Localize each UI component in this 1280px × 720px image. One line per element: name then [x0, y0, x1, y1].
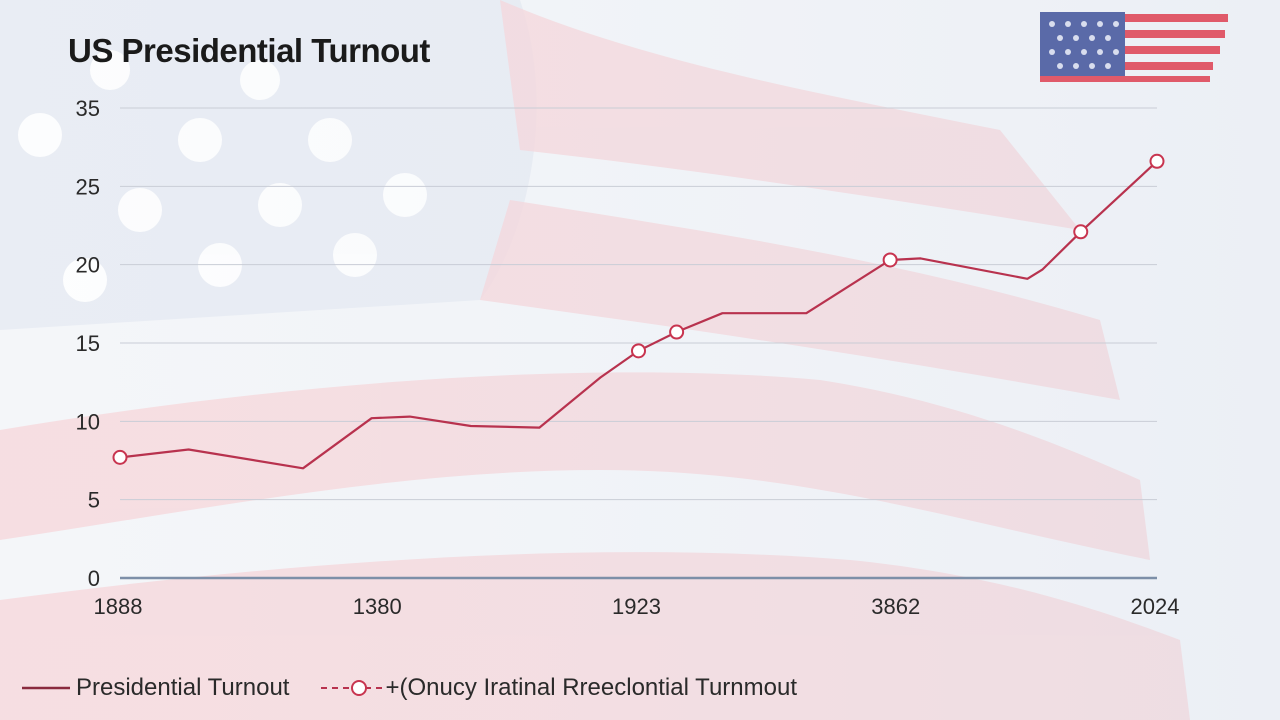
data-point-marker — [1149, 153, 1165, 169]
legend: Presidential Turnout +(Onucy Iratinal Rr… — [20, 674, 827, 702]
data-point-marker — [1073, 224, 1089, 240]
data-point-marker — [882, 252, 898, 268]
data-point-marker — [631, 343, 646, 359]
y-tick-label: 25 — [76, 174, 100, 199]
series-line-presidential-turnout — [119, 160, 1158, 470]
y-tick-label: 15 — [76, 331, 100, 356]
legend-item-dashed-series: +(Onucy Iratinal Rreeclontial Turnmout — [319, 674, 797, 702]
legend-item-presidential-turnout: Presidential Turnout — [20, 674, 289, 702]
y-tick-label: 0 — [88, 566, 100, 591]
x-tick-label: 1923 — [612, 594, 661, 619]
chart-title: US Presidential Turnout — [68, 32, 430, 69]
x-tick-label: 1888 — [94, 594, 143, 619]
legend-label: +(Onucy Iratinal Rreeclontial Turnmout — [385, 674, 797, 701]
legend-dashed-marker-swatch — [321, 680, 384, 696]
y-tick-label: 5 — [88, 488, 100, 513]
x-tick-label: 1380 — [353, 594, 402, 619]
y-tick-label: 10 — [76, 409, 100, 434]
data-point-marker — [669, 324, 685, 340]
us-flag-icon — [1040, 12, 1228, 82]
y-tick-label: 20 — [76, 253, 100, 278]
y-tick-label: 35 — [76, 96, 100, 121]
legend-label: Presidential Turnout — [76, 674, 290, 701]
x-tick-label: 2024 — [1131, 594, 1180, 619]
legend-solid-line-swatch — [22, 686, 70, 690]
data-point-marker — [112, 449, 128, 465]
x-tick-label: 3862 — [871, 594, 920, 619]
